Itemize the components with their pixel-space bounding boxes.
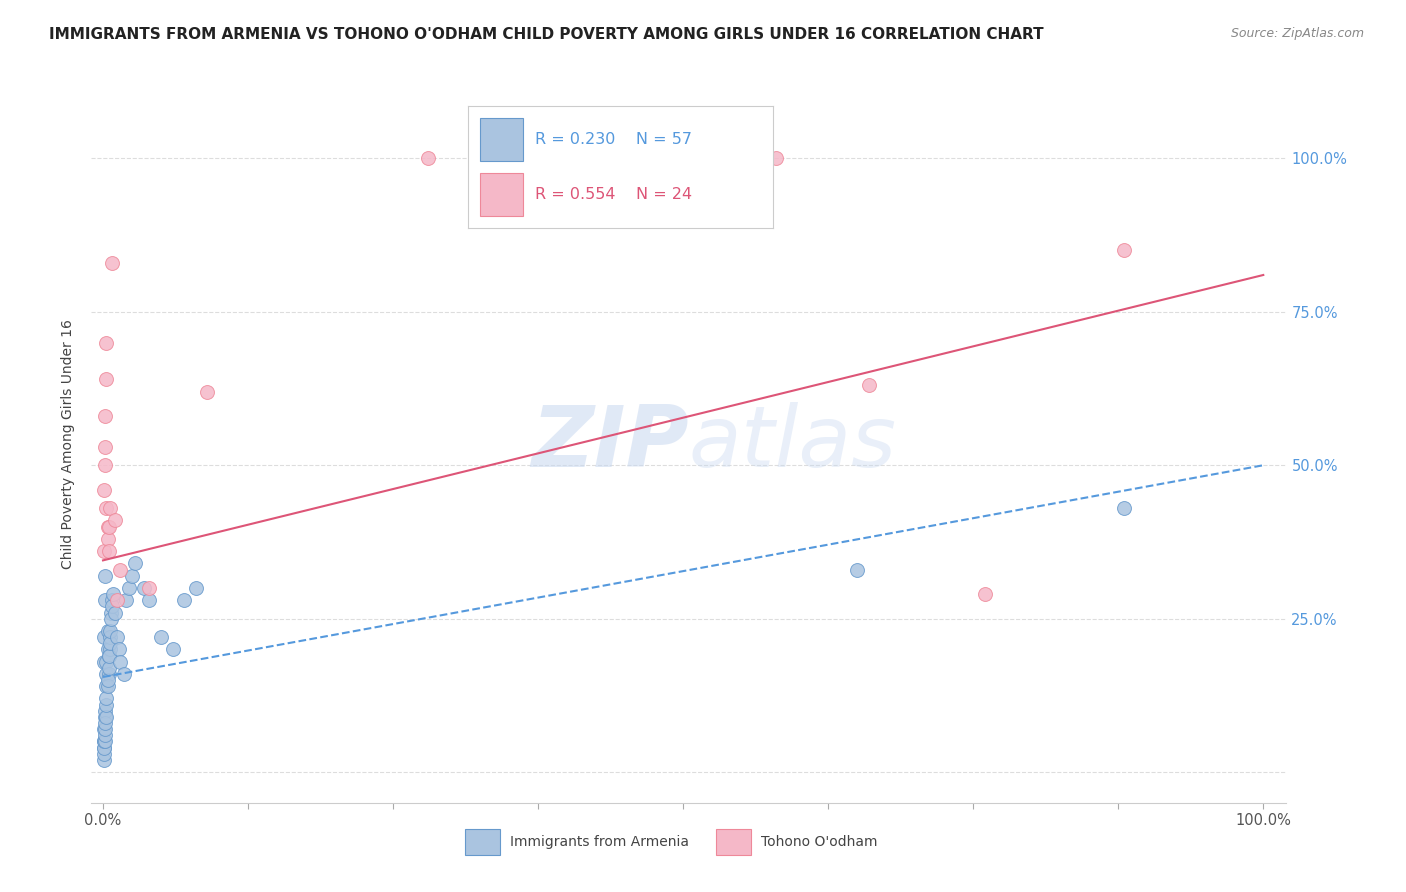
Point bbox=[93, 630, 115, 644]
Point bbox=[101, 599, 124, 614]
Point bbox=[93, 722, 115, 736]
Point bbox=[96, 691, 118, 706]
Point bbox=[94, 458, 117, 473]
Point bbox=[124, 557, 146, 571]
Point bbox=[96, 335, 118, 350]
Point bbox=[117, 581, 139, 595]
Point bbox=[94, 440, 117, 454]
Point bbox=[197, 384, 219, 399]
Point bbox=[104, 514, 127, 528]
Point bbox=[93, 734, 115, 748]
Point bbox=[98, 636, 121, 650]
Point bbox=[98, 501, 121, 516]
Point bbox=[97, 519, 120, 533]
Point bbox=[115, 593, 138, 607]
Point bbox=[94, 728, 117, 742]
Point bbox=[100, 606, 122, 620]
Point bbox=[1112, 244, 1135, 258]
Point bbox=[96, 667, 118, 681]
Point bbox=[858, 378, 880, 392]
Point bbox=[93, 740, 115, 755]
Text: atlas: atlas bbox=[689, 402, 897, 485]
Point bbox=[138, 581, 160, 595]
Point bbox=[97, 673, 120, 687]
Point bbox=[96, 372, 118, 386]
Point bbox=[93, 544, 115, 558]
Point bbox=[162, 642, 184, 657]
Point bbox=[94, 734, 117, 748]
Point bbox=[97, 667, 120, 681]
Point bbox=[94, 704, 117, 718]
Point bbox=[97, 532, 120, 546]
Point bbox=[101, 593, 124, 607]
Point bbox=[765, 152, 787, 166]
Text: Source: ZipAtlas.com: Source: ZipAtlas.com bbox=[1230, 27, 1364, 40]
Point bbox=[150, 630, 173, 644]
Point bbox=[96, 698, 118, 712]
Point bbox=[973, 587, 995, 601]
Point bbox=[94, 409, 117, 424]
Point bbox=[98, 624, 121, 638]
Point bbox=[94, 593, 117, 607]
Point bbox=[100, 612, 122, 626]
Point bbox=[138, 593, 160, 607]
Point bbox=[97, 519, 120, 533]
Point bbox=[108, 642, 131, 657]
Point bbox=[93, 734, 115, 748]
Point bbox=[121, 568, 143, 582]
Point bbox=[101, 256, 124, 270]
Point bbox=[132, 581, 155, 595]
Point bbox=[110, 655, 132, 669]
Point bbox=[93, 747, 115, 761]
Text: IMMIGRANTS FROM ARMENIA VS TOHONO O'ODHAM CHILD POVERTY AMONG GIRLS UNDER 16 COR: IMMIGRANTS FROM ARMENIA VS TOHONO O'ODHA… bbox=[49, 27, 1043, 42]
Point bbox=[98, 642, 121, 657]
Point bbox=[105, 630, 128, 644]
Point bbox=[93, 483, 115, 497]
Point bbox=[96, 679, 118, 693]
Point bbox=[184, 581, 207, 595]
Point bbox=[112, 667, 135, 681]
Point bbox=[97, 679, 120, 693]
Point bbox=[96, 710, 118, 724]
Point bbox=[97, 624, 120, 638]
Y-axis label: Child Poverty Among Girls Under 16: Child Poverty Among Girls Under 16 bbox=[62, 318, 76, 569]
Point bbox=[98, 630, 121, 644]
Point bbox=[96, 501, 118, 516]
Point bbox=[93, 753, 115, 767]
Point bbox=[94, 722, 117, 736]
Point bbox=[94, 716, 117, 731]
Point bbox=[96, 655, 118, 669]
Point bbox=[97, 661, 120, 675]
Point bbox=[110, 563, 132, 577]
Point bbox=[97, 648, 120, 663]
Point bbox=[97, 642, 120, 657]
Point bbox=[416, 152, 439, 166]
Point bbox=[93, 740, 115, 755]
Point bbox=[846, 563, 869, 577]
Point bbox=[97, 544, 120, 558]
Point bbox=[94, 568, 117, 582]
Point bbox=[94, 710, 117, 724]
Point bbox=[104, 606, 127, 620]
Point bbox=[103, 587, 125, 601]
Point bbox=[173, 593, 195, 607]
Text: ZIP: ZIP bbox=[531, 402, 689, 485]
Point bbox=[1112, 501, 1135, 516]
Point bbox=[97, 648, 120, 663]
Point bbox=[93, 655, 115, 669]
Point bbox=[105, 593, 128, 607]
